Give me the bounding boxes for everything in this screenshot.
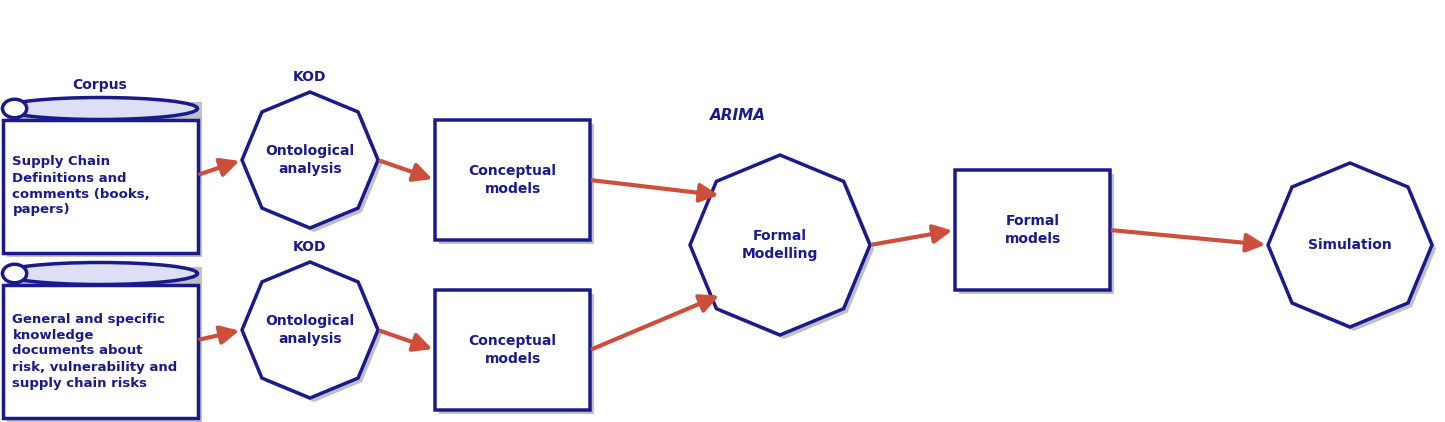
Text: Formal
Modelling: Formal Modelling: [741, 229, 818, 261]
Polygon shape: [246, 266, 381, 402]
Ellipse shape: [3, 264, 26, 283]
Text: ARIMA: ARIMA: [709, 108, 766, 122]
FancyBboxPatch shape: [955, 170, 1110, 290]
Text: Supply Chain
Definitions and
comments (books,
papers): Supply Chain Definitions and comments (b…: [13, 155, 150, 216]
Ellipse shape: [3, 99, 26, 118]
Text: KOD: KOD: [293, 240, 327, 254]
Polygon shape: [241, 92, 379, 228]
Polygon shape: [694, 159, 874, 339]
Polygon shape: [1269, 163, 1432, 327]
Polygon shape: [1272, 167, 1436, 331]
Ellipse shape: [3, 97, 198, 119]
Text: KOD: KOD: [293, 70, 327, 84]
Text: Ontological
analysis: Ontological analysis: [266, 144, 354, 176]
Text: Formal
models: Formal models: [1004, 214, 1061, 246]
Text: Corpus: Corpus: [72, 78, 127, 92]
Ellipse shape: [3, 262, 198, 284]
FancyBboxPatch shape: [6, 102, 201, 257]
FancyBboxPatch shape: [439, 294, 594, 414]
Text: Conceptual
models: Conceptual models: [468, 164, 556, 196]
Polygon shape: [241, 262, 379, 398]
FancyBboxPatch shape: [3, 119, 198, 252]
FancyBboxPatch shape: [439, 124, 594, 244]
FancyBboxPatch shape: [6, 267, 201, 422]
FancyBboxPatch shape: [3, 284, 198, 417]
Polygon shape: [246, 96, 381, 232]
Text: Simulation: Simulation: [1308, 238, 1392, 252]
FancyBboxPatch shape: [435, 290, 590, 410]
Polygon shape: [691, 155, 870, 335]
FancyBboxPatch shape: [435, 120, 590, 240]
Text: Ontological
analysis: Ontological analysis: [266, 314, 354, 346]
Text: Conceptual
models: Conceptual models: [468, 334, 556, 365]
FancyBboxPatch shape: [959, 174, 1114, 294]
Text: General and specific
knowledge
documents about
risk, vulnerability and
supply ch: General and specific knowledge documents…: [13, 313, 178, 390]
